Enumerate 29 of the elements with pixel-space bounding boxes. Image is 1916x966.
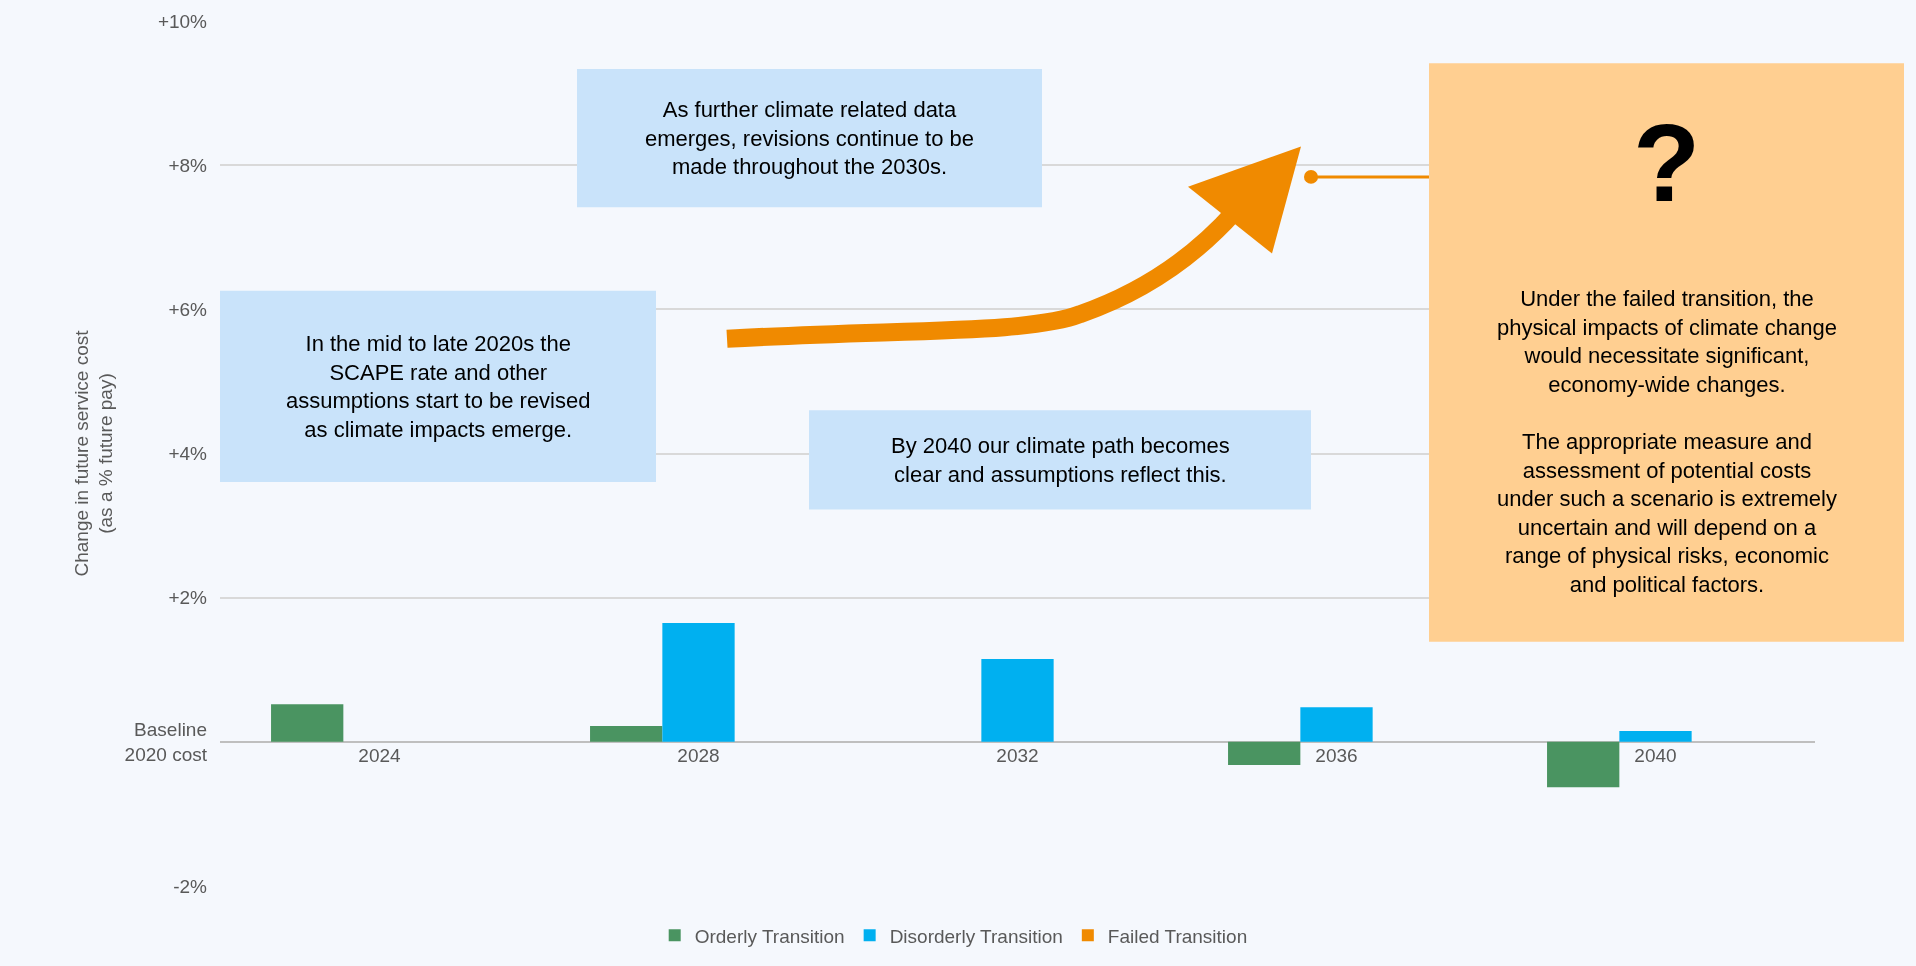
legend-label: Orderly Transition xyxy=(694,925,845,947)
annotation: ? xyxy=(1633,101,1701,224)
x-tick-label: 2028 xyxy=(677,744,720,766)
bar xyxy=(1228,741,1301,765)
annotation: In the mid to late 2020s the SCAPE rate and other assumptions start to be revised as climate impacts emerge. xyxy=(286,331,591,442)
x-tick-label: 2040 xyxy=(1634,744,1677,766)
y-tick-label: -2% xyxy=(173,875,208,897)
y-tick-label: +2% xyxy=(168,587,208,609)
bar xyxy=(1619,731,1692,742)
bar xyxy=(271,704,344,742)
legend-label: Disorderly Transition xyxy=(889,925,1063,947)
bar xyxy=(1300,707,1373,742)
y-tick-label: +10% xyxy=(157,10,208,32)
annotation: By 2040 our climate path becomes clear and assumptions reflect this. xyxy=(891,433,1230,487)
text: Under the failed transition, the physical impacts of climate change would necessitate significant, economy-wide changes. The appropriate measure and assessment of potential costs under such a scenario is extremely uncertain and will depend on a range of physical risks, economic and political factors. xyxy=(1497,286,1837,597)
y-tick-label: +4% xyxy=(168,443,208,465)
legend-label: Failed Transition xyxy=(1107,925,1248,947)
x-tick-label: 2036 xyxy=(1315,744,1358,766)
bar xyxy=(981,658,1054,742)
bar xyxy=(590,725,663,742)
annotation: As further climate related data emerges, revisions continue to be made throughout the 2030s. xyxy=(645,97,974,180)
y-tick-label: +6% xyxy=(168,298,208,320)
x-tick-label: 2024 xyxy=(358,744,402,766)
x-tick-label: 2032 xyxy=(996,744,1039,766)
bar xyxy=(662,622,735,742)
y-tick-label: +8% xyxy=(168,154,208,176)
bar xyxy=(1547,741,1620,788)
y-axis-title: Change in future service cost (as a % future pay) xyxy=(70,329,117,577)
y-tick-label: Baseline 2020 cost xyxy=(124,719,208,765)
